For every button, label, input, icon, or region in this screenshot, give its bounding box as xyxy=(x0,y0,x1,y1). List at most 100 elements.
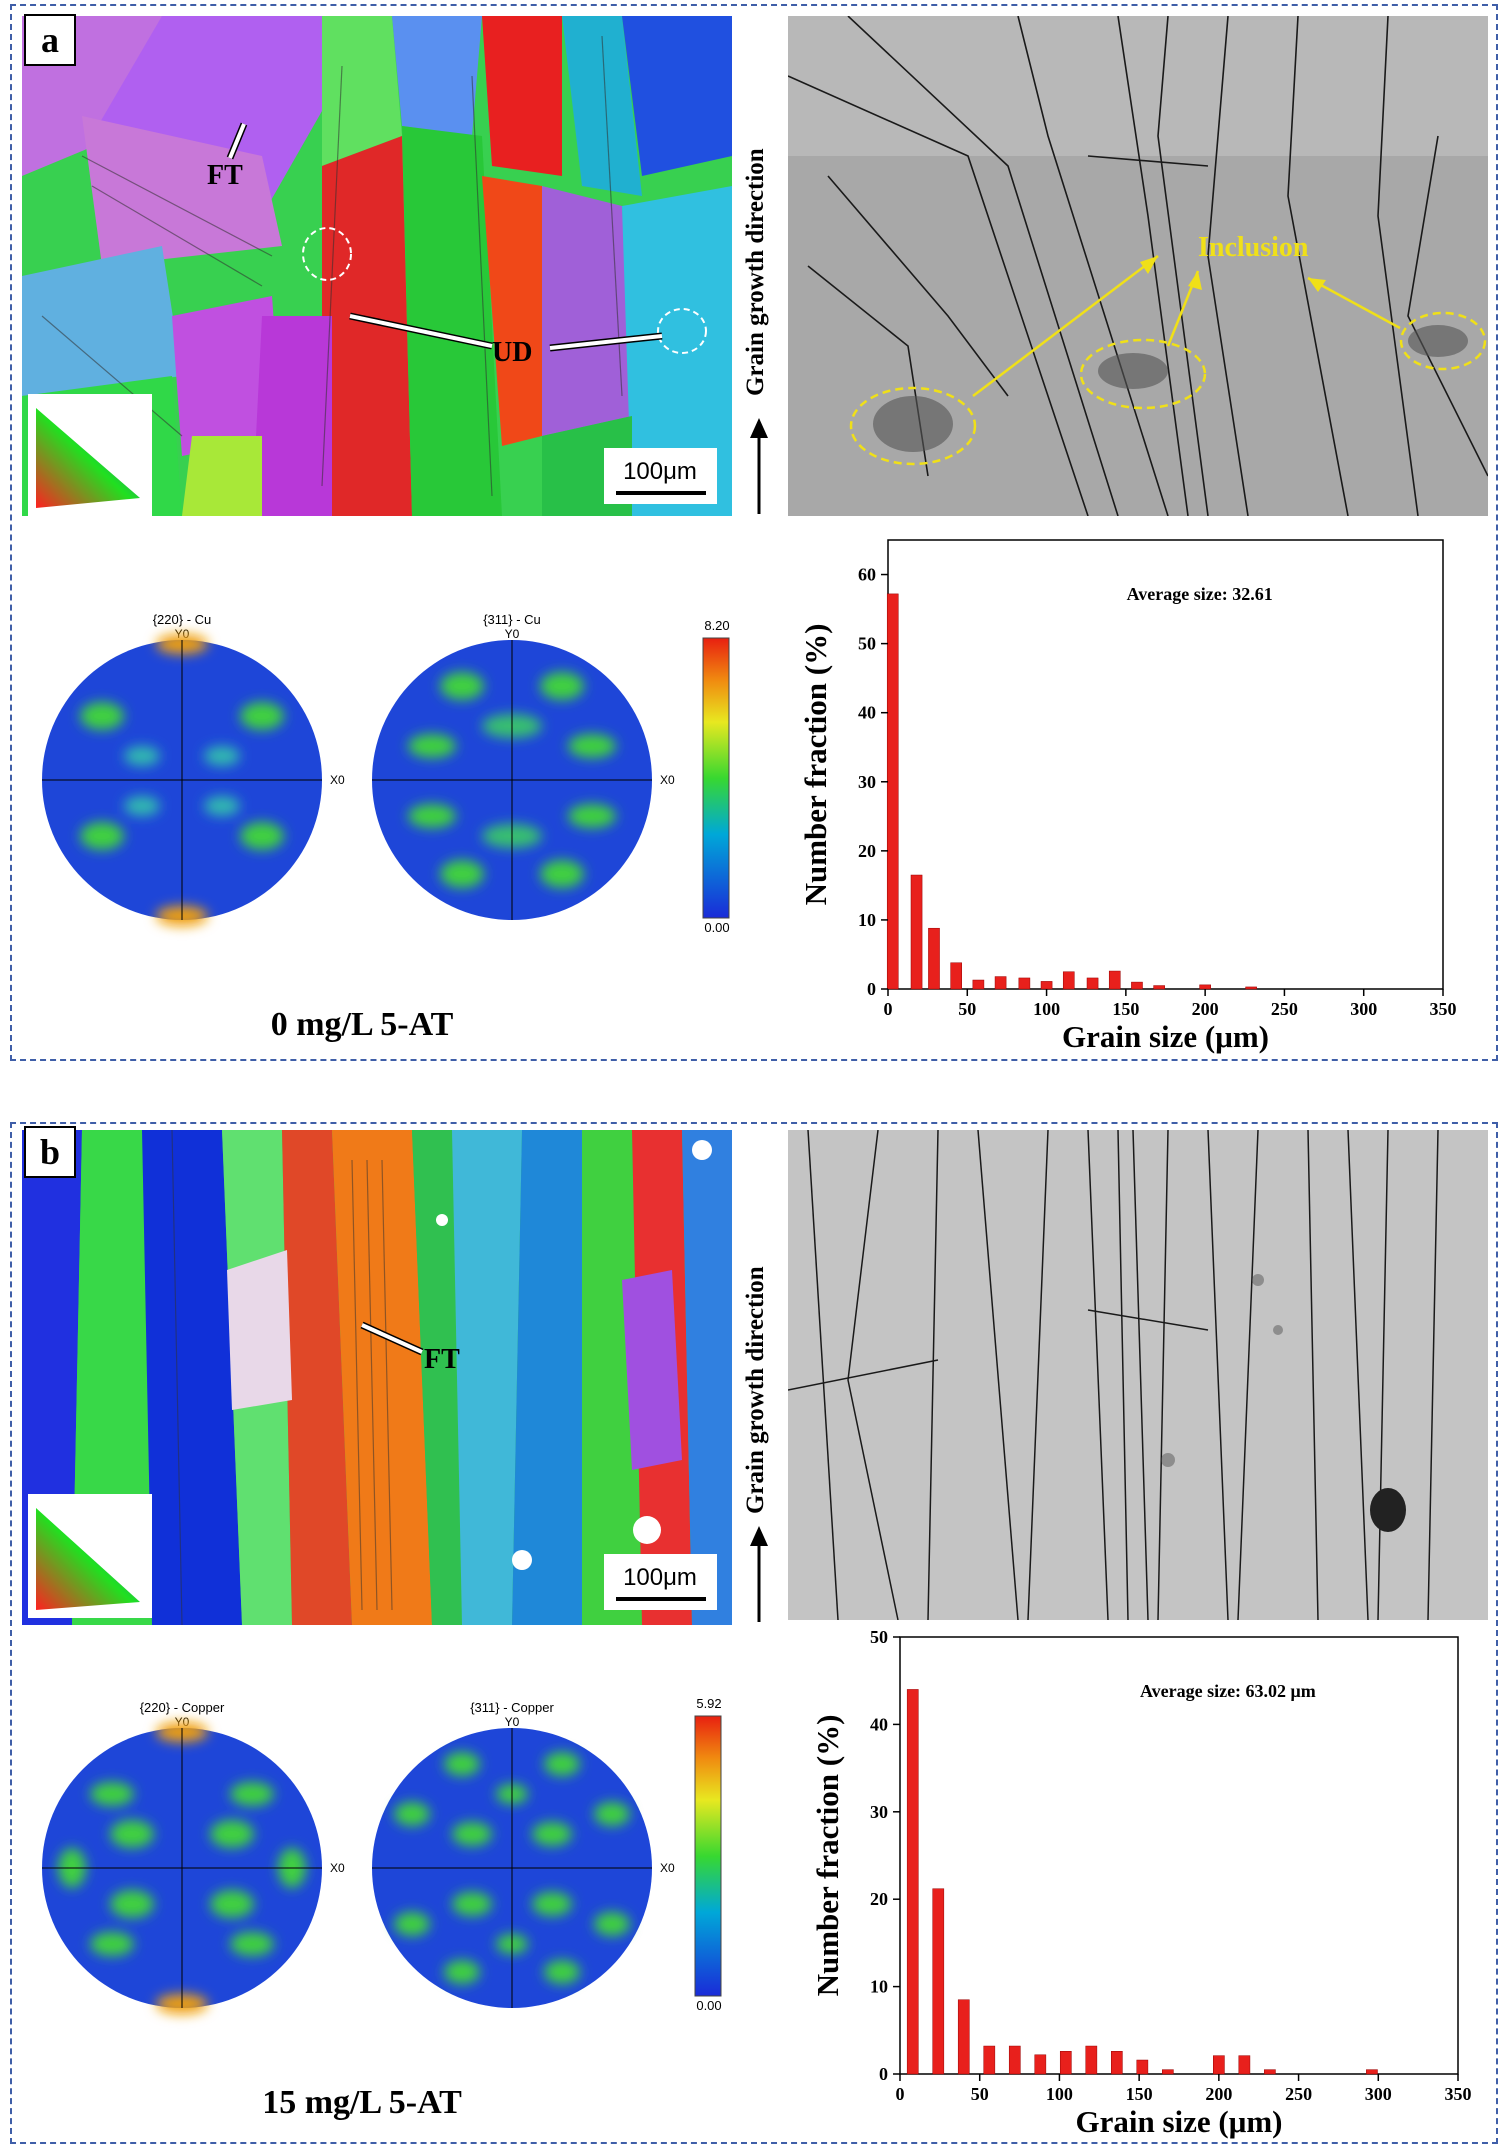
x-tick-label: 0 xyxy=(896,2084,905,2104)
histogram-bar xyxy=(906,1689,919,2075)
histogram-bar xyxy=(1008,2045,1021,2075)
panel-b: b FT 100μm xyxy=(10,1122,1498,2144)
histogram-bar xyxy=(972,979,985,990)
y-tick-label: 0 xyxy=(879,2064,888,2084)
sem-grain-boundary-image: Inclusion xyxy=(788,16,1488,516)
x-axis-label: Grain size (μm) xyxy=(1076,2104,1283,2139)
pole-figure-title: {311} - Cu xyxy=(483,612,541,627)
histogram-bar xyxy=(957,1999,970,2075)
colorbar-min: 0.00 xyxy=(704,920,729,935)
colorbar-a: 8.20 0.00 xyxy=(702,618,730,935)
y-tick-label: 10 xyxy=(870,1977,888,1997)
colorbar-min: 0.00 xyxy=(696,1998,721,2013)
pole-figure-x-label: X0 xyxy=(660,1861,675,1875)
y-tick-label: 30 xyxy=(858,772,876,792)
pole-figures-a: {220} - Cu Y0 X0 {311} - Cu Y0 X0 xyxy=(42,612,675,926)
average-size-annotation: Average size: 32.61 xyxy=(1127,584,1273,604)
panel-caption: 0 mg/L 5-AT xyxy=(270,1006,454,1043)
colorbar-max: 5.92 xyxy=(696,1696,721,1711)
pole-figure-y-label: Y0 xyxy=(505,1715,520,1729)
inclusion-annotation: Inclusion xyxy=(1198,232,1309,263)
histogram-bar xyxy=(1238,2055,1251,2075)
sem-grain-boundary-image xyxy=(788,1130,1488,1620)
ipf-legend-triangle xyxy=(36,408,140,508)
histogram-bar xyxy=(928,927,940,990)
y-tick-label: 20 xyxy=(858,841,876,861)
panel-caption: 15 mg/L 5-AT xyxy=(262,2084,462,2121)
y-axis-label: Number fraction (%) xyxy=(798,624,833,906)
grain-size-histogram-b: 0 50 100 150 200 250 300 350 0 10 20 30 40 50 Average … xyxy=(810,1629,1472,2139)
y-axis-label: Number fraction (%) xyxy=(810,1715,845,1997)
histogram-bar xyxy=(910,874,923,990)
x-tick-label: 200 xyxy=(1192,999,1219,1019)
x-tick-label: 300 xyxy=(1365,2084,1392,2104)
pole-figure-x-label: X0 xyxy=(660,773,675,787)
x-tick-label: 300 xyxy=(1350,999,1377,1019)
x-tick-label: 100 xyxy=(1033,999,1060,1019)
histogram-bar xyxy=(1062,971,1075,990)
histogram-bar xyxy=(950,962,962,990)
x-tick-label: 150 xyxy=(1126,2084,1153,2104)
pole-figures-b: {220} - Copper Y0 X0 {311} - Copper Y0 X… xyxy=(42,1700,675,2014)
x-tick-label: 0 xyxy=(884,999,893,1019)
histogram-bar xyxy=(1018,977,1031,990)
histogram-bar xyxy=(1040,981,1053,990)
scale-bar-label: 100μm xyxy=(623,458,697,485)
histogram-bar xyxy=(1153,985,1165,990)
x-tick-label: 200 xyxy=(1205,2084,1232,2104)
plot-frame xyxy=(887,539,1444,990)
histogram-bar xyxy=(1245,986,1257,990)
panel-label: a xyxy=(24,14,76,66)
pole-figure-x-label: X0 xyxy=(330,773,345,787)
ebsd-orientation-map: FT UD 100μm xyxy=(22,16,732,516)
histogram-bar xyxy=(1213,2055,1225,2075)
histogram-bar xyxy=(1162,2069,1174,2075)
y-tick-label: 20 xyxy=(870,1889,888,1909)
histogram-bar xyxy=(1264,2069,1276,2075)
histogram-bar xyxy=(1059,2051,1072,2075)
histogram-bar xyxy=(1131,981,1143,990)
histogram-bar xyxy=(1199,984,1211,990)
pole-figure-title: {220} - Cu xyxy=(153,612,212,627)
y-tick-label: 40 xyxy=(858,703,876,723)
x-tick-label: 250 xyxy=(1271,999,1298,1019)
y-tick-label: 0 xyxy=(867,979,876,999)
pole-figure-x-label: X0 xyxy=(330,1861,345,1875)
histogram-bar xyxy=(1034,2054,1047,2075)
ipf-legend-triangle xyxy=(36,1508,140,1610)
histogram-bar xyxy=(1136,2059,1149,2075)
y-tick-label: 60 xyxy=(858,565,876,585)
histogram-bar xyxy=(1108,970,1121,990)
growth-direction-arrow xyxy=(750,1526,768,1622)
histogram-bar xyxy=(1086,977,1099,990)
x-tick-label: 100 xyxy=(1046,2084,1073,2104)
histogram-bar xyxy=(932,1888,945,2075)
plot-frame xyxy=(899,1636,1459,2075)
ft-annotation: FT xyxy=(424,1344,460,1375)
grain-growth-direction-label: Grain growth direction xyxy=(742,148,769,396)
y-tick-label: 40 xyxy=(870,1714,888,1734)
pole-figure-311 xyxy=(372,1728,652,2008)
y-tick-label: 50 xyxy=(870,1629,888,1647)
x-tick-label: 150 xyxy=(1112,999,1139,1019)
x-tick-label: 50 xyxy=(958,999,976,1019)
histogram-bar xyxy=(994,976,1007,990)
histogram-bar xyxy=(983,2045,996,2075)
ebsd-orientation-map: FT 100μm xyxy=(22,1130,732,1625)
pole-figure-220 xyxy=(42,1722,322,2014)
growth-direction-arrow xyxy=(750,418,768,514)
y-tick-label: 10 xyxy=(858,910,876,930)
x-tick-label: 50 xyxy=(971,2084,989,2104)
pole-figure-y-label: Y0 xyxy=(505,627,520,641)
histogram-bar xyxy=(1366,2069,1378,2075)
colorbar-max: 8.20 xyxy=(704,618,729,633)
ft-annotation: FT xyxy=(207,160,243,191)
pole-figure-311 xyxy=(372,640,652,920)
histogram-bar xyxy=(1110,2051,1123,2075)
pole-figure-title: {311} - Copper xyxy=(470,1700,554,1715)
x-tick-label: 350 xyxy=(1445,2084,1472,2104)
panel-a: a FT UD 100μm xyxy=(10,4,1498,1061)
x-axis-label: Grain size (μm) xyxy=(1062,1019,1269,1054)
histogram-bar xyxy=(886,593,899,990)
pole-figure-title: {220} - Copper xyxy=(140,1700,225,1715)
